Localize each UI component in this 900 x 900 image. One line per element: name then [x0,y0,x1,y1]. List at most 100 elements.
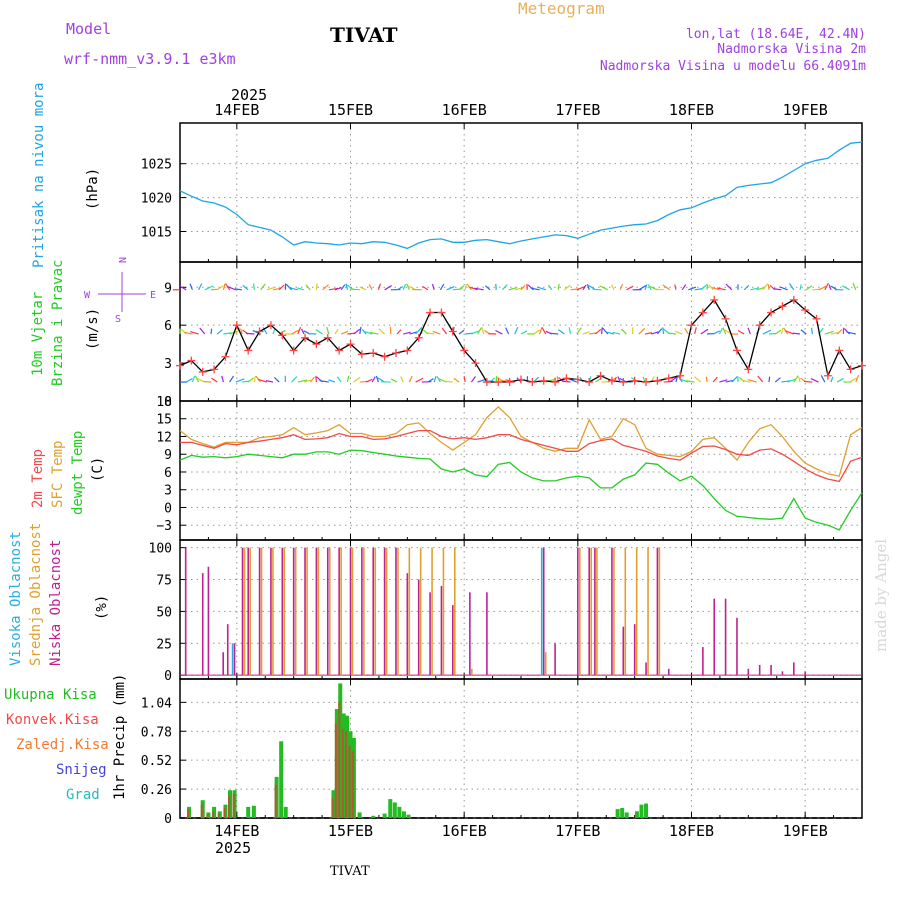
precip-total-bar-26 [401,811,406,818]
wind-arrow-row2-45 [458,285,465,291]
meteogram-title: Meteogram [518,0,605,18]
wind-arrow-row0-104 [820,375,826,383]
precip-legend-hail: Grad [66,787,100,803]
precip-conv-bar-10 [274,784,277,818]
precip-legend-snow: Snijeg [56,762,107,778]
wind-arrow-row0-25 [328,379,336,383]
wind-arrow-row2-36 [402,283,407,291]
wind-arrow-row2-13 [260,283,266,291]
model-label: Model [66,20,111,38]
bottom-x-tick-label-1: 15FEB [328,822,373,840]
wind-arrow-row2-58 [530,287,540,291]
model-name: wrf-nmm_v3.9.1 e3km [64,50,236,68]
wind-arrow-row0-14 [257,378,267,383]
wind-speed-marker-57 [823,371,832,380]
wind-arrow-row2-88 [716,287,726,291]
wind-arrow-row2-18 [285,283,293,291]
wind-arrow-row2-31 [368,284,373,291]
wind-arrow-row1-96 [774,329,782,335]
pressure-series-line [179,141,863,250]
bottom-x-tick-label-4: 18FEB [669,822,714,840]
wind-arrow-row1-83 [694,327,697,335]
wind-arrow-row1-74 [638,327,646,335]
wind-arrow-row0-96 [774,377,781,383]
wind-arrow-row2-81 [681,284,687,291]
wind-arrow-row1-82 [684,328,689,335]
wind-arrow-row2-72 [626,285,634,291]
wind-arrow-row0-75 [642,376,646,383]
wind-arrow-row0-95 [768,376,771,383]
precip-total-bar-23 [388,799,393,818]
wind-arrow-row2-52 [501,284,508,291]
wind-arrow-row1-69 [602,327,609,335]
wind-arrow-row2-71 [619,283,624,291]
precip-total-bar-9 [251,805,256,818]
wind-speed-marker-0 [176,361,184,370]
wind-speed-marker-19 [391,348,400,357]
footer-station: TIVAT [330,864,370,879]
wind-arrow-row2-108 [842,285,850,291]
wind-speed-marker-17 [369,348,378,357]
wind-arrow-row1-41 [426,332,435,335]
precip-conv-bar-15 [338,701,341,818]
wind-speed-marker-18 [380,352,389,361]
wind-speed-marker-53 [778,302,787,311]
wind-speed-marker-54 [789,295,798,304]
bottom-x-tick-label-0: 14FEB [214,822,259,840]
wind-arrow-row2-104 [824,282,829,291]
wind-arrow-row2-12 [252,283,255,290]
wind-arrow-row1-99 [785,330,795,335]
wind-speed-marker-1 [187,356,196,365]
wind-arrow-row2-23 [322,284,329,291]
wind-arrow-row2-91 [743,284,750,291]
wind-arrow-row0-87 [719,379,728,383]
wind-speed-marker-43 [664,374,673,383]
wind-arrow-row0-46 [463,376,466,383]
wind-arrow-row2-16 [278,284,285,291]
pressure-ytick-label-0: 1015 [141,225,172,240]
wind-speed-marker-14 [335,346,344,355]
wind-arrow-row1-55 [520,330,528,335]
wind-arrow-row2-103 [818,285,827,291]
cloud-unit: (%) [94,595,110,620]
wind-arrow-row2-49 [474,287,484,291]
wind-arrow-row1-38 [415,328,422,335]
wind-arrow-row0-36 [400,376,404,383]
bottom-x-tick-labels: 14FEB 15FEB 16FEB 17FEB 18FEB 19FEB [214,822,827,840]
wind-arrow-row0-38 [415,377,424,383]
wind-speed-marker-16 [357,350,366,359]
wind-arrow-row1-45 [458,329,465,335]
wind-arrow-row2-40 [422,285,429,291]
precip-total-bar-33 [644,803,649,818]
wind-speed-marker-36 [585,378,594,387]
cloud-ytick-label-3: 75 [156,574,172,589]
wind-arrow-row2-105 [828,284,832,291]
precip-conv-bar-3 [212,811,215,818]
wind-arrow-row0-24 [319,379,329,383]
wind-arrow-row0-32 [375,375,379,383]
wind-arrow-row1-88 [722,327,727,335]
wind-speed-marker-42 [653,376,662,385]
wind-arrow-row0-80 [675,376,678,383]
wind-arrow-row1-6 [216,329,223,335]
temp-ytick-label-4: 9 [164,448,172,463]
cloud-ytick-label-2: 50 [156,605,172,620]
wind-arrow-row0-12 [253,375,256,383]
wind-arrow-row2-69 [599,285,609,291]
wind-arrow-row0-48 [477,378,487,383]
wind-speed-marker-49 [732,346,741,355]
sfc-temp-line [179,406,863,477]
wind-speed-marker-22 [426,308,435,317]
wind-arrow-row2-53 [508,287,518,291]
wind-arrow-row1-97 [780,327,784,335]
wind-speed-marker-58 [835,346,844,355]
precip-total-bar-11 [279,741,284,818]
wind-unit: (m/s) [85,308,101,350]
wind-ytick-label-2: 6 [164,319,172,334]
wind-arrow-row1-91 [737,329,745,335]
wind-speed-marker-10 [289,346,298,355]
cloud-ylabel-3: Niska Oblacnost [48,540,64,666]
wind-arrow-row2-20 [297,287,305,291]
bottom-year-label: 2025 [215,839,251,857]
temp-unit: (C) [90,457,106,482]
